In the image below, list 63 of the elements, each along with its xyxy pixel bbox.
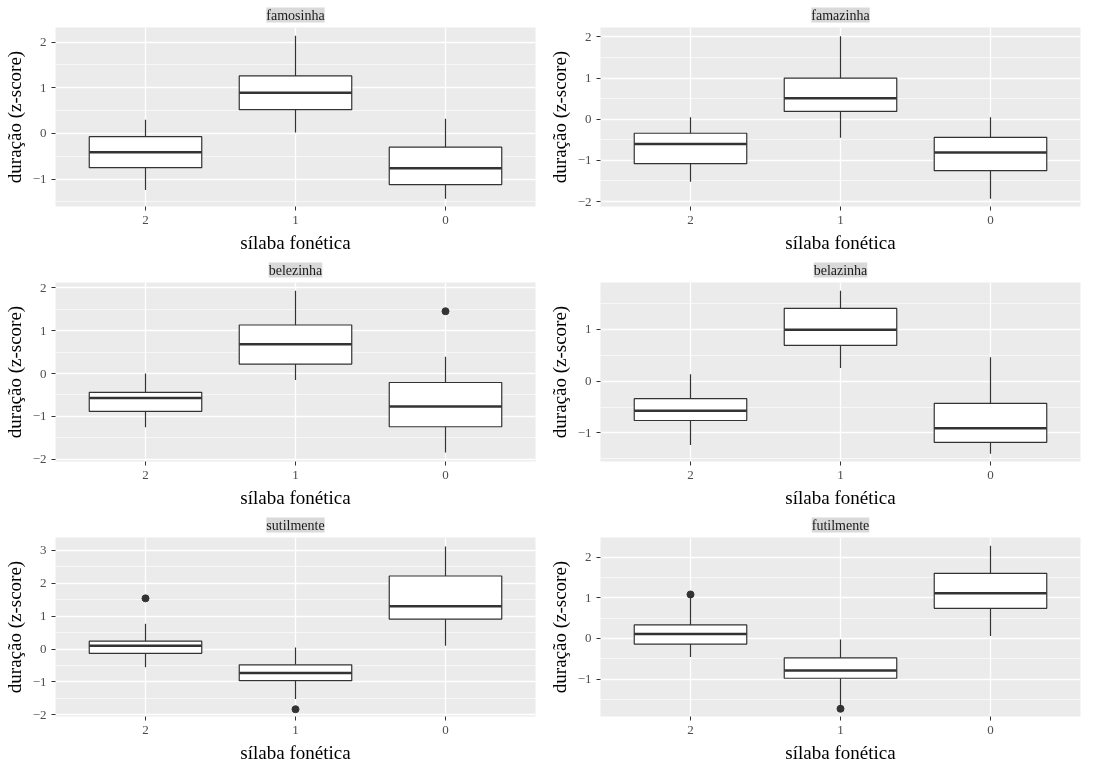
- y-axis-title: duração (z-score): [548, 560, 571, 694]
- chart-title: famazinha: [811, 7, 871, 23]
- y-tick-label: 2: [585, 549, 592, 565]
- x-axis-title: sílaba fonética: [240, 486, 352, 508]
- y-tick-label: 1: [40, 79, 47, 95]
- x-axis-title: sílaba fonética: [785, 741, 897, 763]
- y-tick-label: 0: [585, 111, 592, 127]
- y-tick-label: −1: [32, 408, 47, 424]
- x-tick-label: 2: [142, 466, 149, 482]
- chart-title: belezinha: [268, 262, 324, 278]
- x-tick-label: 1: [292, 721, 299, 737]
- chart-title: sutilmente: [266, 517, 325, 533]
- x-tick-label: 1: [837, 721, 844, 737]
- y-tick-label: 2: [40, 34, 47, 50]
- x-tick-label: 2: [687, 466, 694, 482]
- x-tick-label: 1: [292, 211, 299, 227]
- x-tick-label: 1: [837, 211, 844, 227]
- y-axis-title: duração (z-score): [548, 50, 571, 184]
- x-tick-label: 0: [442, 466, 449, 482]
- y-tick-label: 1: [585, 321, 592, 337]
- chart-title: futilmente: [811, 517, 870, 533]
- y-tick-label: −1: [32, 171, 47, 187]
- y-axis-title: duração (z-score): [548, 305, 571, 439]
- x-axis-title: sílaba fonética: [240, 231, 352, 253]
- y-tick-label: 1: [585, 589, 592, 605]
- y-tick-label: −2: [577, 193, 592, 209]
- x-tick-label: 2: [687, 721, 694, 737]
- y-tick-label: 0: [585, 630, 592, 646]
- x-tick-label: 1: [837, 466, 844, 482]
- chart-title: belazinha: [813, 262, 869, 278]
- y-tick-label: −1: [577, 671, 592, 687]
- y-axis-title: duração (z-score): [3, 560, 26, 694]
- y-tick-label: −1: [577, 152, 592, 168]
- y-tick-label: 1: [585, 70, 592, 86]
- y-tick-label: −1: [577, 424, 592, 440]
- x-tick-label: 0: [987, 721, 994, 737]
- x-axis-title: sílaba fonética: [785, 486, 897, 508]
- x-axis-title: sílaba fonética: [785, 231, 897, 253]
- y-tick-label: −1: [32, 673, 47, 689]
- x-tick-label: 2: [142, 721, 149, 737]
- y-tick-label: 1: [40, 608, 47, 624]
- y-tick-label: 2: [585, 28, 592, 44]
- y-tick-label: −2: [32, 451, 47, 467]
- y-tick-label: 0: [585, 373, 592, 389]
- y-tick-label: −2: [32, 706, 47, 722]
- y-tick-label: 1: [40, 322, 47, 338]
- x-tick-label: 2: [687, 211, 694, 227]
- x-tick-label: 0: [442, 211, 449, 227]
- y-axis-title: duração (z-score): [3, 50, 26, 184]
- y-tick-label: 0: [40, 125, 47, 141]
- y-tick-label: 0: [40, 641, 47, 657]
- chart-title: famosinha: [266, 7, 326, 23]
- x-tick-label: 2: [142, 211, 149, 227]
- y-axis-title: duração (z-score): [3, 305, 26, 439]
- y-tick-label: 0: [40, 365, 47, 381]
- x-tick-label: 0: [987, 211, 994, 227]
- x-axis-title: sílaba fonética: [240, 741, 352, 763]
- y-tick-label: 3: [40, 542, 47, 558]
- y-tick-label: 2: [40, 575, 47, 591]
- x-tick-label: 1: [292, 466, 299, 482]
- x-tick-label: 0: [987, 466, 994, 482]
- x-tick-label: 0: [442, 721, 449, 737]
- y-tick-label: 2: [40, 279, 47, 295]
